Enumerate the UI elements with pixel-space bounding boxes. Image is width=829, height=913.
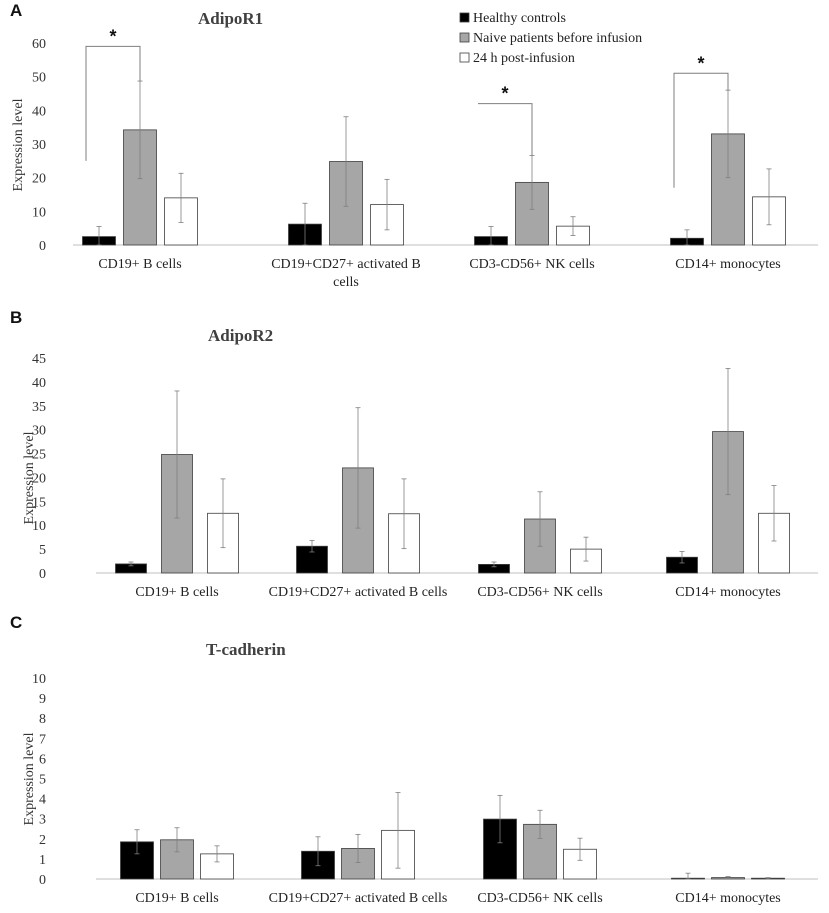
y-tick-label: 20 [32,471,46,486]
category-label: CD19+ B cells [98,257,181,272]
legend-label-24-h-post-infusion: 24 h post-infusion [473,51,575,66]
chart-title: AdipoR2 [208,326,273,345]
significance-bracket [85,45,141,161]
y-axis-title: Expression level [22,431,37,524]
legend-swatch-24-h-post-infusion [459,52,470,63]
legend-swatch-naive-patients-before-infusion [459,32,470,43]
category-label: CD3-CD56+ NK cells [477,585,602,600]
y-tick-label: 4 [39,793,46,808]
significance-bracket [478,103,533,156]
y-tick-label: 60 [32,37,46,52]
y-tick-label: 25 [32,448,46,463]
category-label: CD3-CD56+ NK cells [477,891,602,906]
y-tick-label: 15 [32,495,46,510]
category-label: cells [333,275,359,290]
y-tick-label: 3 [39,813,46,828]
category-label: CD19+ B cells [135,891,218,906]
y-tick-label: 9 [39,692,46,707]
legend-swatch-healthy-controls [459,12,470,23]
y-tick-label: 6 [39,752,46,767]
panel-letter: C [10,613,22,632]
y-tick-label: 10 [32,205,46,220]
legend: Healthy controls Naive patients before in… [459,11,642,66]
y-tick-label: 0 [39,239,46,254]
y-tick-label: 7 [39,732,46,747]
y-tick-label: 0 [39,567,46,582]
category-label: CD19+CD27+ activated B cells [269,891,448,906]
y-tick-label: 10 [32,519,46,534]
panel-letter: B [10,308,22,327]
legend-label-healthy-controls: Healthy controls [473,11,566,26]
y-tick-label: 30 [32,424,46,439]
panel-a: A AdipoR1 Expression level 0 10 20 30 40 50 60 CD1… [10,1,818,290]
panel-letter: A [10,1,22,20]
y-tick-label: 5 [39,543,46,558]
y-tick-label: 40 [32,104,46,119]
y-tick-label: 50 [32,71,46,86]
y-tick-label: 20 [32,172,46,187]
y-tick-label: 10 [32,672,46,687]
y-tick-label: 45 [32,352,46,367]
bar-naive-patients-before-infusion-0 [123,129,157,246]
legend-label-naive-patients-before-infusion: Naive patients before infusion [473,31,642,46]
significance-star: * [697,53,704,73]
panel-b: B AdipoR2 Expression level 0 5 10 15 20 25 30 35 40… [10,308,818,600]
y-tick-label: 1 [39,853,46,868]
category-label: CD14+ monocytes [675,257,781,272]
y-tick-label: 5 [39,773,46,788]
significance-star: * [501,84,508,104]
y-tick-label: 2 [39,833,46,848]
y-tick-label: 35 [32,400,46,415]
y-tick-label: 30 [32,138,46,153]
chart-title: T-cadherin [206,640,286,659]
category-label: CD3-CD56+ NK cells [469,257,594,272]
y-tick-label: 8 [39,712,46,727]
chart-title: AdipoR1 [198,9,263,28]
panel-c: C T-cadherin Expression level 0 1 2 3 4 5 6 7 8 9 10 C… [10,613,818,906]
category-label: CD19+CD27+ activated B cells [269,585,448,600]
category-label: CD14+ monocytes [675,891,781,906]
y-tick-label: 0 [39,873,46,888]
significance-bracket [673,72,729,188]
category-label: CD19+ B cells [135,585,218,600]
category-label: CD14+ monocytes [675,585,781,600]
y-axis-title: Expression level [11,98,26,191]
y-axis-title: Expression level [22,732,37,825]
y-tick-label: 40 [32,376,46,391]
category-label: CD19+CD27+ activated B [271,257,421,272]
significance-star: * [109,26,116,46]
